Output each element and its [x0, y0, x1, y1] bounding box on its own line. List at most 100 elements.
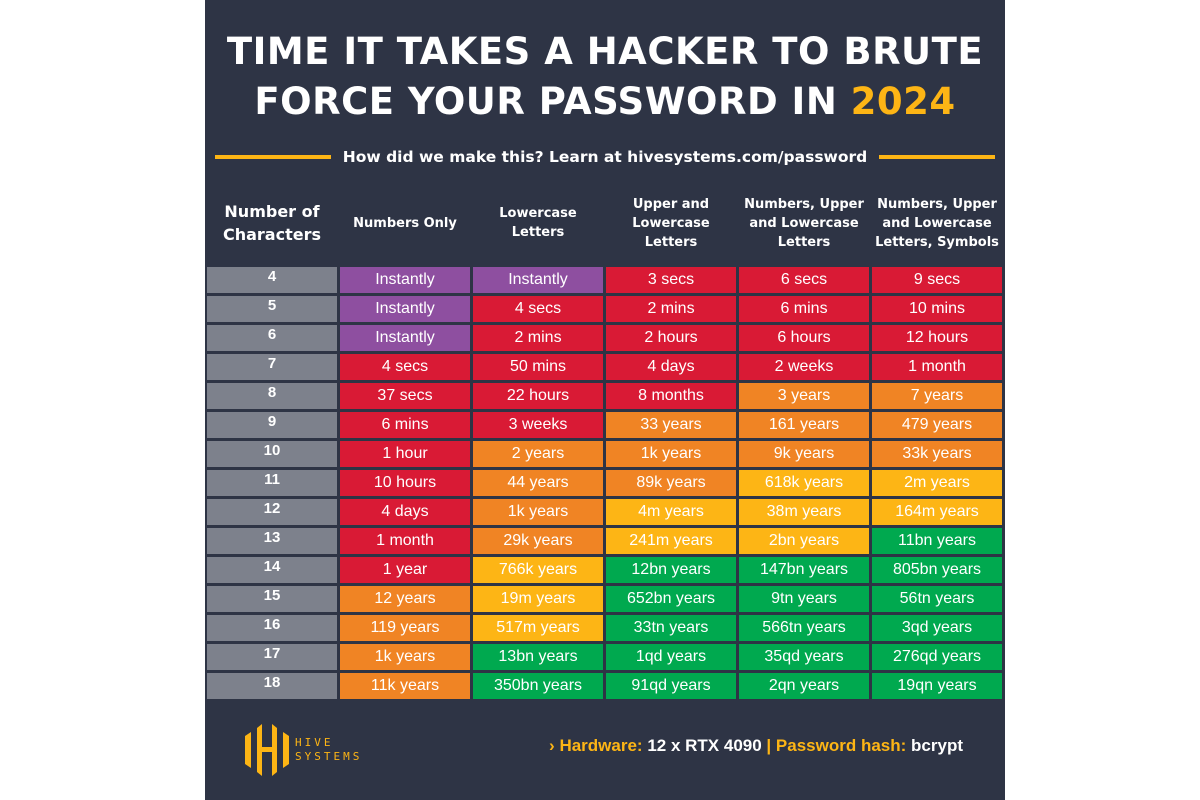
- time-cell: 2 hours: [606, 325, 736, 351]
- character-count: 13: [207, 528, 337, 554]
- time-cell: 12 years: [340, 586, 470, 612]
- title-line-2: FORCE YOUR PASSWORD IN 2024: [205, 78, 1005, 126]
- logo-line-1: HIVE: [295, 736, 334, 749]
- time-cell: 9 secs: [872, 267, 1002, 293]
- logo-line-2: SYSTEMS: [295, 750, 363, 763]
- table-row: 8 37 secs 22 hours 8 months 3 years 7 years: [207, 383, 1005, 409]
- hive-systems-logo: HIVE SYSTEMS: [245, 724, 362, 776]
- infographic: TIME IT TAKES A HACKER TO BRUTE FORCE YO…: [205, 0, 1005, 800]
- column-header: Numbers, Upper and Lowercase Letters, Sy…: [875, 196, 999, 250]
- time-cell: 2 mins: [606, 296, 736, 322]
- title-text: FORCE YOUR PASSWORD IN: [254, 80, 851, 123]
- character-count: 7: [207, 354, 337, 380]
- time-cell: 4 days: [606, 354, 736, 380]
- column-header: Upper and Lowercase Letters: [632, 196, 710, 250]
- column-header: Numbers Only: [353, 215, 457, 231]
- title-year: 2024: [850, 80, 956, 123]
- hardware-value: 12 x RTX 4090: [647, 736, 762, 755]
- time-cell: 33 years: [606, 412, 736, 438]
- time-cell: Instantly: [340, 296, 470, 322]
- time-cell: 35qd years: [739, 644, 869, 670]
- time-cell: 9k years: [739, 441, 869, 467]
- time-cell: 3 years: [739, 383, 869, 409]
- time-cell: 37 secs: [340, 383, 470, 409]
- divider-right: [879, 155, 996, 159]
- time-cell: 4 days: [340, 499, 470, 525]
- table-row: 11 10 hours 44 years 89k years 618k years 2m …: [207, 470, 1005, 496]
- time-cell: 119 years: [340, 615, 470, 641]
- time-cell: 2m years: [872, 470, 1002, 496]
- time-cell: 1qd years: [606, 644, 736, 670]
- time-cell: 1 month: [340, 528, 470, 554]
- subtitle: How did we make this? Learn at hivesyste…: [342, 148, 868, 166]
- time-cell: 29k years: [473, 528, 603, 554]
- table-row: 15 12 years 19m years 652bn years 9tn years 5…: [207, 586, 1005, 612]
- character-count: 12: [207, 499, 337, 525]
- character-count: 9: [207, 412, 337, 438]
- time-cell: 6 mins: [340, 412, 470, 438]
- time-cell: 618k years: [739, 470, 869, 496]
- subtitle-row: How did we make this? Learn at hivesyste…: [215, 146, 996, 168]
- time-cell: 479 years: [872, 412, 1002, 438]
- time-cell: 3qd years: [872, 615, 1002, 641]
- table-row: 16 119 years 517m years 33tn years 566tn yea…: [207, 615, 1005, 641]
- time-cell: 8 months: [606, 383, 736, 409]
- time-cell: Instantly: [340, 325, 470, 351]
- column-header: Lowercase Letters: [499, 206, 577, 240]
- time-cell: 276qd years: [872, 644, 1002, 670]
- time-cell: 147bn years: [739, 557, 869, 583]
- title-line-1: TIME IT TAKES A HACKER TO BRUTE: [226, 30, 984, 73]
- character-count: 16: [207, 615, 337, 641]
- time-cell: 805bn years: [872, 557, 1002, 583]
- time-cell: 566tn years: [739, 615, 869, 641]
- hardware-spec: › Hardware: 12 x RTX 4090 | Password has…: [549, 736, 963, 756]
- footer: HIVE SYSTEMS › Hardware: 12 x RTX 4090 | …: [205, 700, 1005, 800]
- time-cell: 91qd years: [606, 673, 736, 699]
- character-count: 18: [207, 673, 337, 699]
- time-cell: 19m years: [473, 586, 603, 612]
- time-cell: 1 year: [340, 557, 470, 583]
- time-cell: 4 secs: [473, 296, 603, 322]
- hive-logo-icon: [245, 724, 289, 776]
- time-cell: 3 secs: [606, 267, 736, 293]
- time-cell: 2 weeks: [739, 354, 869, 380]
- time-cell: Instantly: [340, 267, 470, 293]
- character-count: 14: [207, 557, 337, 583]
- character-count: 10: [207, 441, 337, 467]
- separator: |: [766, 736, 772, 755]
- time-cell: 350bn years: [473, 673, 603, 699]
- table-header: Number of Characters Numbers Only Lowercas…: [207, 188, 1005, 258]
- time-cell: 7 years: [872, 383, 1002, 409]
- time-cell: 517m years: [473, 615, 603, 641]
- character-count: 5: [207, 296, 337, 322]
- time-cell: 10 mins: [872, 296, 1002, 322]
- time-cell: 652bn years: [606, 586, 736, 612]
- hash-label: Password hash:: [775, 736, 907, 755]
- table-row: 17 1k years 13bn years 1qd years 35qd years 2…: [207, 644, 1005, 670]
- table-row: 4 Instantly Instantly 3 secs 6 secs 9 secs: [207, 267, 1005, 293]
- time-cell: 1k years: [473, 499, 603, 525]
- time-cell: 2 years: [473, 441, 603, 467]
- time-cell: 3 weeks: [473, 412, 603, 438]
- time-cell: 1k years: [340, 644, 470, 670]
- table-row: 14 1 year 766k years 12bn years 147bn years 8…: [207, 557, 1005, 583]
- time-cell: 2qn years: [739, 673, 869, 699]
- chevron-right-icon: ›: [549, 736, 555, 755]
- time-cell: 89k years: [606, 470, 736, 496]
- time-cell: 9tn years: [739, 586, 869, 612]
- table-row: 18 11k years 350bn years 91qd years 2qn year…: [207, 673, 1005, 699]
- time-cell: 1k years: [606, 441, 736, 467]
- time-cell: 12bn years: [606, 557, 736, 583]
- time-cell: 22 hours: [473, 383, 603, 409]
- hardware-label: Hardware:: [559, 736, 643, 755]
- time-cell: 33tn years: [606, 615, 736, 641]
- time-cell: 6 hours: [739, 325, 869, 351]
- time-cell: 241m years: [606, 528, 736, 554]
- table-row: 10 1 hour 2 years 1k years 9k years 33k years: [207, 441, 1005, 467]
- time-cell: 19qn years: [872, 673, 1002, 699]
- time-cell: 1 hour: [340, 441, 470, 467]
- time-cell: 12 hours: [872, 325, 1002, 351]
- time-cell: 10 hours: [340, 470, 470, 496]
